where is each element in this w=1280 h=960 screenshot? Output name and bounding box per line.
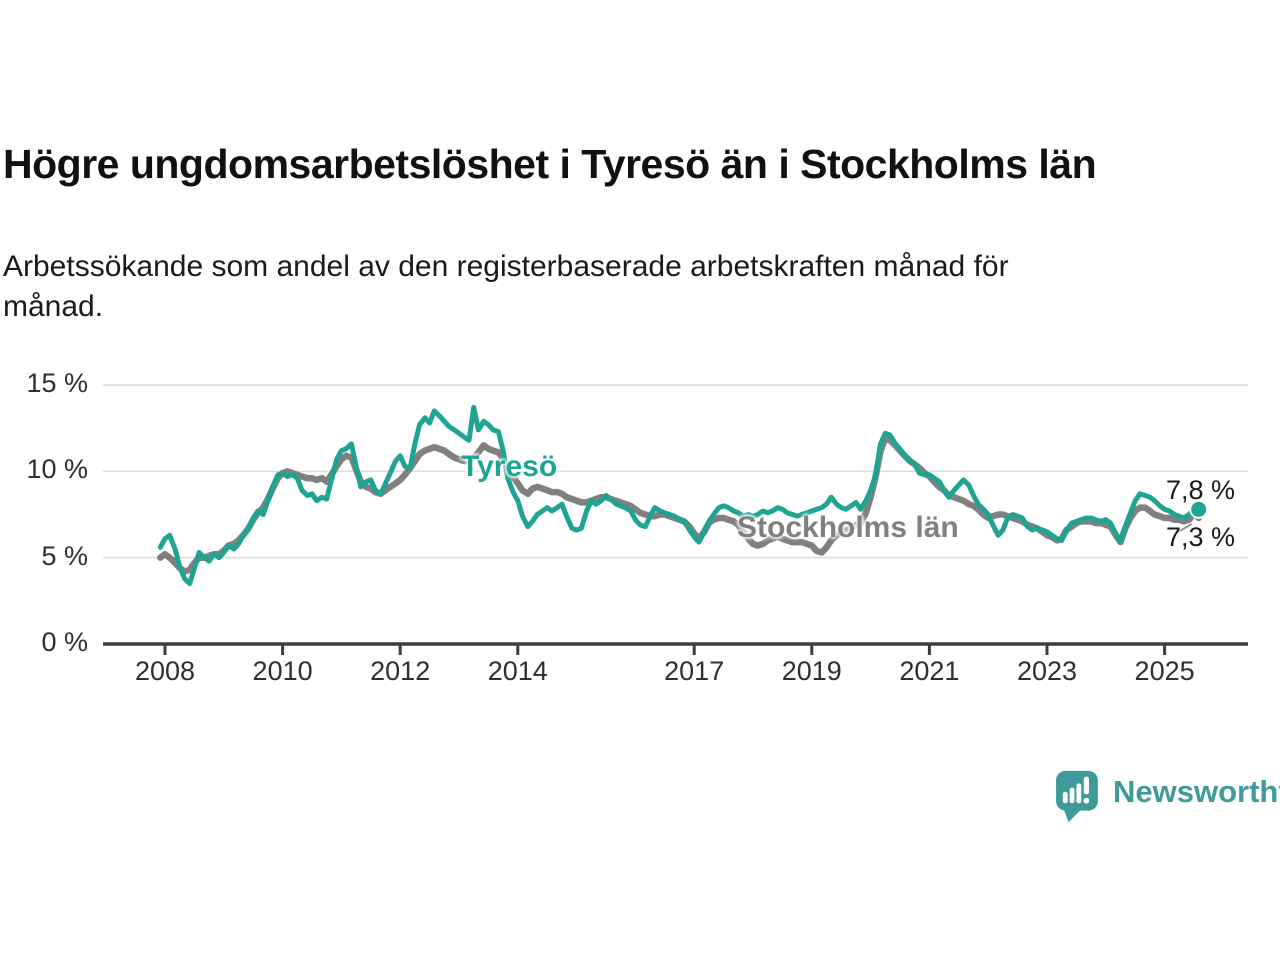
x-tick-label: 2012 xyxy=(370,656,431,686)
y-tick-label: 0 % xyxy=(41,627,88,657)
x-tick-label: 2023 xyxy=(1016,656,1078,686)
series-label-stockholms-lan: Stockholms län xyxy=(737,511,959,544)
end-value-label-tyreso: 7,8 % xyxy=(1166,475,1236,505)
newsworthy-logo[interactable]: Newsworthy xyxy=(1055,769,1280,825)
x-tick-label: 2019 xyxy=(781,656,842,686)
series-label-tyreso: Tyresö xyxy=(461,450,558,483)
x-tick-label: 2014 xyxy=(487,656,548,686)
x-tick-label: 2021 xyxy=(899,656,960,686)
series-line-tyreso xyxy=(157,404,1202,587)
y-tick-label: 10 % xyxy=(26,454,88,485)
page-subtitle: Arbetssökande som andel av den registerb… xyxy=(3,250,1009,323)
end-point-dot xyxy=(1189,499,1209,519)
leader-line xyxy=(1175,523,1193,535)
series-line-stockholms-lan xyxy=(157,435,1202,575)
y-tick-label: 15 % xyxy=(26,367,88,398)
newsworthy-logo-text: Newsworthy xyxy=(1113,774,1280,809)
x-tick-label: 2010 xyxy=(252,656,313,686)
newsworthy-logo-icon xyxy=(1056,770,1098,823)
end-value-label-stockholms-lan: 7,3 % xyxy=(1166,522,1236,552)
y-tick-label: 5 % xyxy=(41,540,88,571)
page-title: Högre ungdomsarbetslöshet i Tyresö än i … xyxy=(3,141,1097,187)
x-tick-label: 2008 xyxy=(134,656,196,686)
x-tick-label: 2025 xyxy=(1134,656,1195,686)
x-tick-label: 2017 xyxy=(664,656,725,686)
